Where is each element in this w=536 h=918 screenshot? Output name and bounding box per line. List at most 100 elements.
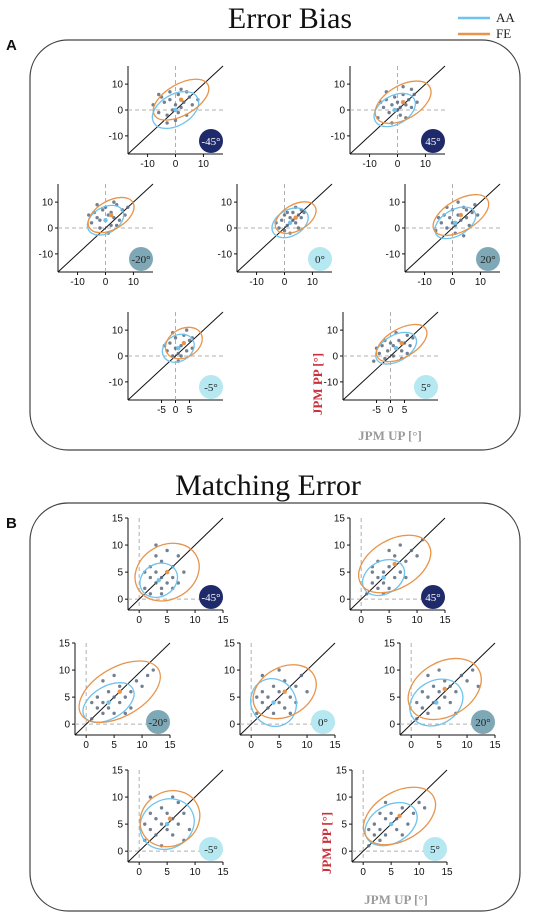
scatter-point	[190, 103, 194, 107]
y-tick-label: 10	[112, 326, 124, 337]
x-tick-label: 15	[217, 867, 229, 878]
angle-badge-label: 45°	[425, 136, 440, 148]
fe-centroid	[117, 689, 122, 694]
aa-ellipse	[373, 92, 416, 128]
scatter-point	[187, 827, 192, 832]
scatter-point	[296, 213, 301, 217]
angle-badge-label: 20°	[475, 717, 490, 729]
scatter-point	[473, 203, 477, 207]
subplot-b-4: 0 5 10 15 0 5 10 15 20°	[384, 639, 501, 752]
scatter-point	[461, 234, 466, 238]
scatter-point	[305, 690, 309, 694]
x-tick-label: 15	[329, 740, 341, 751]
scatter-point	[187, 95, 192, 99]
subplot-b-1: 0 5 10 15 0 5 10 15 45°	[334, 514, 451, 627]
fe-ellipse	[407, 657, 482, 721]
scatter-point	[406, 822, 410, 826]
y-tick-label: 5	[64, 693, 70, 704]
y-tick-label: 0	[117, 352, 123, 363]
scatter-point	[398, 113, 402, 117]
scatter-point	[168, 341, 172, 345]
x-tick-label: 10	[136, 740, 148, 751]
aa-centroid	[434, 700, 439, 705]
y-tick-label: -10	[324, 377, 339, 388]
aa-ellipse	[151, 90, 200, 130]
scatter-point	[171, 833, 175, 837]
aa-centroid	[392, 107, 397, 113]
x-tick-label: 10	[411, 615, 423, 626]
angle-badge-label: 5°	[430, 844, 440, 856]
fe-centroid	[400, 100, 406, 105]
x-tick-label: 5	[111, 740, 117, 751]
x-tick-label: -5	[372, 405, 381, 416]
scatter-point	[260, 690, 265, 694]
scatter-point	[454, 690, 458, 694]
scatter-point	[439, 221, 444, 225]
angle-badge-label: 5°	[421, 382, 431, 394]
fe-ellipse	[375, 323, 428, 363]
scatter-point	[408, 343, 412, 348]
scatter-point	[381, 581, 386, 585]
scatter-point	[157, 110, 161, 115]
panel-b-xlabel: JPM UP [°]	[364, 892, 428, 907]
aa-ellipse	[161, 333, 195, 363]
subplot-b-2: 0 5 10 15 0 5 10 15 -20°	[59, 639, 176, 752]
identity-line	[404, 183, 501, 273]
scatter-point	[383, 833, 388, 837]
legend: AA FE	[458, 10, 515, 41]
scatter-point	[255, 711, 259, 716]
y-tick-label: 10	[112, 80, 124, 91]
fe-ellipse	[358, 534, 432, 594]
aa-ellipse	[434, 206, 477, 240]
angle-badge	[423, 837, 447, 861]
angle-badge	[199, 585, 223, 609]
scatter-point	[426, 711, 430, 716]
scatter-point	[165, 548, 169, 553]
scatter-point	[140, 684, 144, 688]
subplot-a-4: -10 0 10 -10 0 10 20°	[386, 183, 501, 288]
scatter-point	[118, 684, 122, 688]
x-tick-label: 15	[439, 615, 451, 626]
scatter-point	[277, 226, 281, 230]
scatter-point	[171, 795, 175, 799]
scatter-point	[285, 210, 289, 215]
angle-badge	[471, 710, 495, 734]
scatter-point	[112, 673, 116, 678]
scatter-point	[157, 92, 161, 97]
scatter-point	[387, 548, 391, 553]
scatter-point	[106, 690, 111, 694]
scatter-point	[393, 575, 397, 580]
scatter-point	[154, 570, 158, 574]
x-tick-label: 15	[217, 615, 229, 626]
scatter-point	[159, 592, 164, 596]
fe-centroid	[282, 689, 287, 694]
angle-badge	[311, 710, 335, 734]
x-tick-label: 5	[187, 405, 193, 416]
identity-line	[127, 769, 224, 863]
subplot-a-1: -10 0 10 -10 0 10 45°	[331, 65, 446, 170]
x-tick-label: 10	[413, 867, 425, 878]
scatter-point	[417, 800, 421, 805]
scatter-point	[378, 838, 382, 843]
scatter-point	[409, 87, 414, 91]
aa-centroid	[271, 700, 276, 705]
scatter-point	[148, 795, 153, 799]
scatter-point	[383, 817, 388, 821]
scatter-point	[411, 336, 415, 340]
scatter-point	[168, 97, 172, 102]
panel-a-title: Error Bias	[228, 2, 352, 35]
y-tick-label: 10	[334, 541, 346, 552]
fe-ellipse	[134, 542, 200, 602]
aa-centroid	[287, 220, 293, 226]
x-tick-label: 10	[301, 740, 313, 751]
subplot-a-0: -10 0 10 -10 0 10 -45°	[109, 65, 224, 170]
scatter-point	[426, 673, 430, 678]
scatter-point	[299, 673, 304, 678]
y-tick-label: 10	[334, 80, 346, 91]
scatter-point	[465, 679, 469, 683]
x-tick-label: 15	[441, 867, 453, 878]
scatter-point	[101, 679, 105, 683]
